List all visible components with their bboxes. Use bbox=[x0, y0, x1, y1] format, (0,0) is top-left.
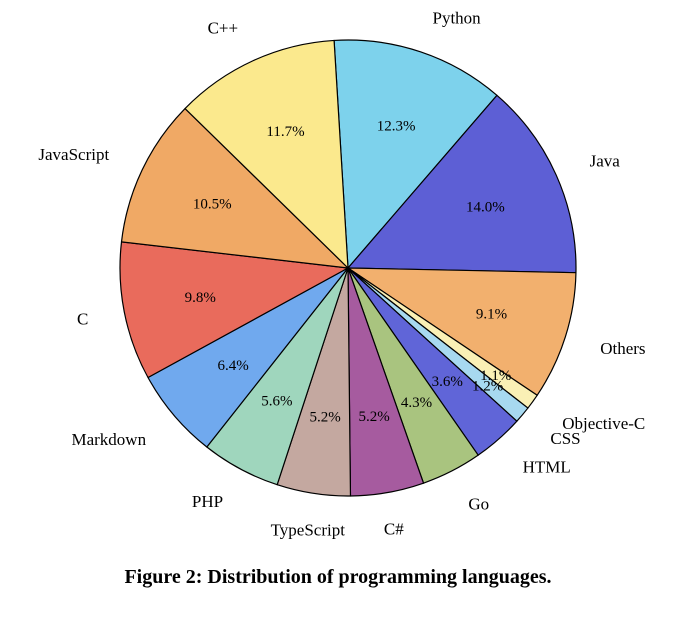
pie-percent-c: 9.8% bbox=[185, 290, 216, 306]
pie-percent-css: 1.2% bbox=[472, 378, 503, 394]
pie-label-others: Others bbox=[600, 339, 645, 358]
pie-label-typescript: TypeScript bbox=[271, 520, 346, 539]
pie-slice-python bbox=[333, 39, 498, 269]
pie-slice-others bbox=[347, 267, 577, 396]
pie-label-javascript: JavaScript bbox=[38, 145, 109, 164]
pie-percent-php: 5.6% bbox=[261, 394, 292, 410]
pie-label-go: Go bbox=[468, 495, 489, 514]
pie-slice-c- bbox=[184, 39, 349, 269]
pie-percent-python: 12.3% bbox=[377, 118, 416, 134]
pie-label-markdown: Markdown bbox=[71, 430, 146, 449]
pie-label-objective-c: Objective-C bbox=[562, 414, 645, 433]
pie-slice-c bbox=[119, 241, 349, 379]
pie-label-c-: C++ bbox=[208, 18, 239, 37]
pie-label-php: PHP bbox=[192, 492, 223, 511]
pie-percent-javascript: 10.5% bbox=[193, 196, 232, 212]
pie-percent-objective-c: 1.1% bbox=[480, 368, 511, 384]
pie-percent-html: 3.6% bbox=[432, 374, 463, 390]
pie-label-css: CSS bbox=[550, 429, 580, 448]
pie-percent-c-: 11.7% bbox=[266, 124, 304, 140]
pie-percent-markdown: 6.4% bbox=[217, 358, 248, 374]
pie-percent-c-: 5.2% bbox=[358, 409, 389, 425]
pie-percent-others: 9.1% bbox=[476, 306, 507, 322]
pie-slice-java bbox=[347, 94, 577, 274]
pie-label-java: Java bbox=[590, 151, 621, 170]
pie-percent-typescript: 5.2% bbox=[309, 410, 340, 426]
pie-label-python: Python bbox=[433, 8, 482, 27]
pie-chart: 12.3% Python 14.0% Java 9.1% Others 1.1% Object… bbox=[38, 8, 645, 539]
pie-label-c-: C# bbox=[384, 520, 404, 539]
pie-slice-javascript bbox=[120, 107, 349, 269]
figure-caption: Figure 2: Distribution of programming la… bbox=[124, 566, 552, 588]
pie-percent-go: 4.3% bbox=[401, 395, 432, 411]
pie-label-html: HTML bbox=[523, 458, 571, 477]
pie-percent-java: 14.0% bbox=[466, 200, 505, 216]
pie-label-c: C bbox=[77, 310, 88, 329]
